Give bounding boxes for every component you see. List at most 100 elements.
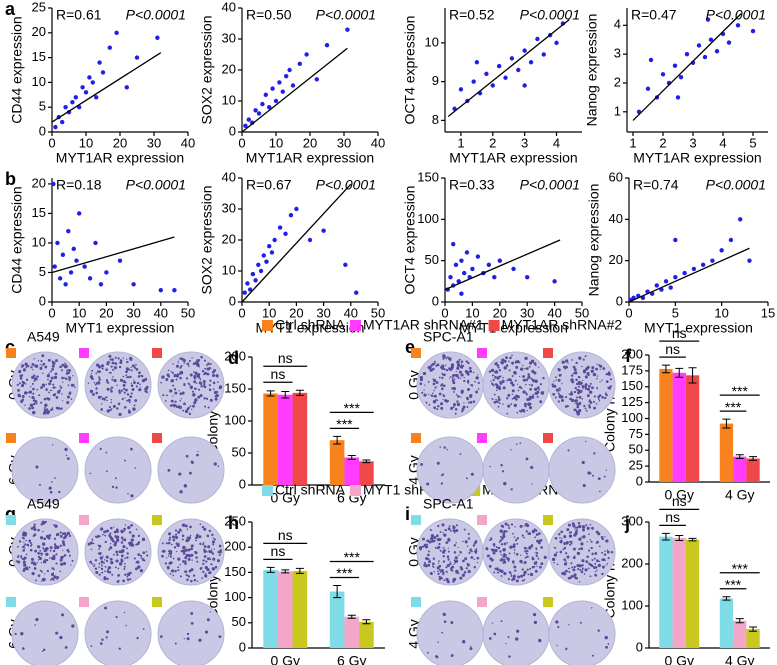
colony <box>556 644 558 647</box>
colony <box>500 620 503 623</box>
point <box>691 266 697 272</box>
x-tick-label: 4 <box>553 135 560 150</box>
colony <box>168 561 172 565</box>
p-value: P<0.0001 <box>520 7 580 23</box>
point <box>678 75 684 80</box>
colony <box>493 400 497 404</box>
colony <box>471 384 474 387</box>
y-tick-label: 20 <box>222 61 236 76</box>
colony <box>99 556 104 560</box>
colony <box>492 543 496 546</box>
colony <box>190 388 193 390</box>
colony <box>130 384 134 387</box>
colony <box>206 618 210 622</box>
colony <box>21 395 25 398</box>
x-tick-label: 30 <box>147 135 161 150</box>
colony <box>51 364 55 368</box>
colony <box>584 387 587 390</box>
colony <box>502 560 507 564</box>
colony <box>26 391 29 394</box>
colony <box>45 534 49 539</box>
colony <box>42 530 44 533</box>
colony <box>453 559 456 562</box>
colony <box>526 568 529 571</box>
plate <box>416 436 484 504</box>
colony <box>118 550 122 554</box>
colony <box>45 552 49 557</box>
colony <box>60 407 63 410</box>
sig-label: *** <box>732 383 749 399</box>
colony <box>573 390 577 394</box>
colony <box>188 359 191 362</box>
colony <box>508 571 512 574</box>
colony <box>591 552 594 556</box>
shrna-marker <box>152 433 162 443</box>
colony <box>135 543 138 546</box>
colony <box>580 570 584 574</box>
colony <box>448 528 450 530</box>
colony <box>441 577 444 580</box>
colony <box>462 559 465 563</box>
point <box>516 67 521 73</box>
colony <box>436 399 439 402</box>
colony <box>582 388 584 390</box>
y-tick-label: 8 <box>432 112 439 127</box>
colony <box>581 460 585 465</box>
colony <box>499 381 503 385</box>
colony <box>449 562 452 565</box>
colony <box>491 398 494 401</box>
colony <box>215 567 217 569</box>
colony <box>461 410 464 413</box>
colony <box>197 395 201 399</box>
colony <box>133 379 135 381</box>
colony <box>129 395 133 399</box>
colony <box>533 371 537 375</box>
x-axis-label: MYT1AR expression <box>56 150 184 166</box>
colony <box>186 632 190 636</box>
colony <box>426 482 430 486</box>
shrna-marker <box>477 433 487 443</box>
colony <box>577 380 582 385</box>
colony <box>448 525 451 527</box>
colony <box>111 539 115 543</box>
y-tick-label: 15 <box>32 205 46 220</box>
colony <box>575 382 579 386</box>
colony <box>206 367 210 371</box>
colony <box>525 406 527 408</box>
colony <box>59 635 63 640</box>
colony <box>29 548 33 552</box>
x-tick-label: 10 <box>465 305 479 320</box>
point <box>710 258 715 263</box>
point <box>484 71 489 77</box>
error-bar <box>347 614 356 619</box>
colony <box>34 399 38 403</box>
colony <box>59 365 62 369</box>
colony <box>41 383 45 387</box>
x-tick-label: 6 Gy <box>337 653 367 665</box>
colony <box>581 567 584 570</box>
colony <box>591 386 594 390</box>
colony <box>190 553 194 557</box>
colony <box>467 532 470 536</box>
colony <box>200 385 203 388</box>
colony <box>161 542 164 545</box>
colony <box>502 554 506 558</box>
colony <box>130 392 133 395</box>
colony <box>510 488 513 491</box>
colony <box>470 645 472 648</box>
colony <box>607 557 610 560</box>
y-tick-label: 20 <box>609 252 623 267</box>
colony <box>112 404 116 408</box>
colony <box>193 375 197 379</box>
colony <box>49 490 53 494</box>
colony <box>455 373 459 378</box>
y-tick-label: 175 <box>621 362 643 377</box>
colony <box>108 354 112 358</box>
sig-label: ns <box>278 350 293 366</box>
colony <box>164 399 167 402</box>
colony <box>87 382 90 384</box>
colony <box>40 401 43 404</box>
colony <box>472 544 476 547</box>
colony <box>49 389 52 392</box>
colony <box>32 410 36 415</box>
